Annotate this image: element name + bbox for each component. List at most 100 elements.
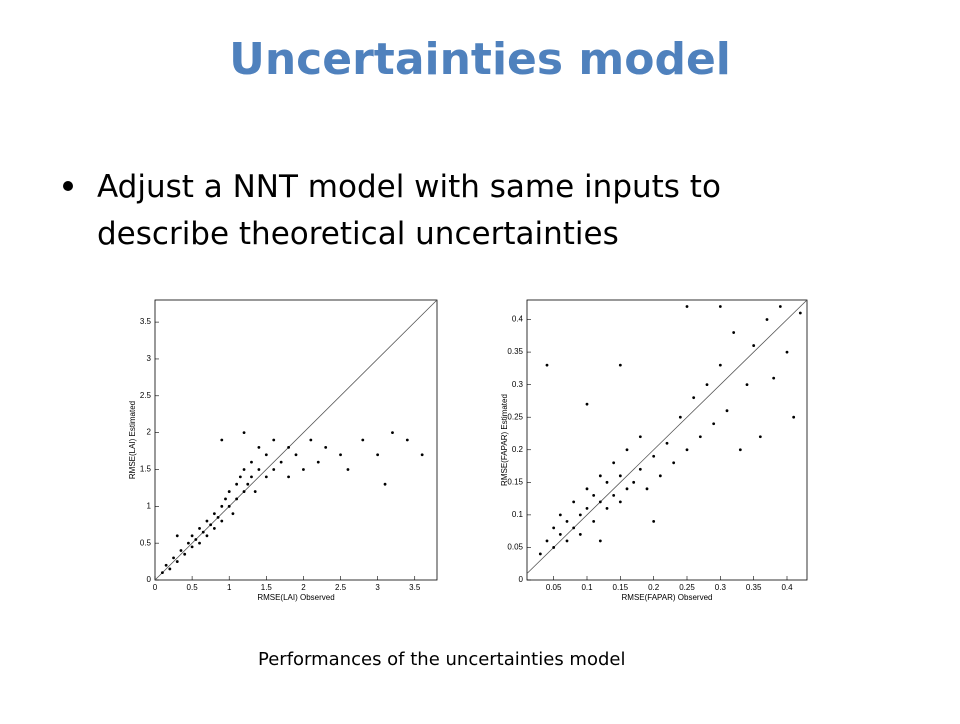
point xyxy=(257,468,261,471)
point xyxy=(558,533,562,536)
y-tick-label: 2 xyxy=(147,428,152,437)
point xyxy=(752,344,756,347)
point xyxy=(718,363,722,367)
point xyxy=(175,534,179,538)
point xyxy=(205,519,209,523)
point xyxy=(698,435,702,439)
point xyxy=(638,435,642,439)
point xyxy=(287,475,290,479)
bullet-dot xyxy=(63,181,73,191)
point xyxy=(585,402,589,406)
point xyxy=(231,512,235,516)
point xyxy=(164,563,168,567)
point xyxy=(253,490,257,493)
x-tick-label: 0.15 xyxy=(613,583,629,592)
y-tick-label: 0.4 xyxy=(512,315,524,324)
point xyxy=(227,490,231,493)
y-tick-label: 0.1 xyxy=(512,510,524,519)
point xyxy=(242,468,246,471)
point xyxy=(224,497,227,501)
point xyxy=(692,396,696,400)
point xyxy=(725,409,729,413)
point xyxy=(324,445,328,449)
point xyxy=(632,480,636,484)
y-tick-label: 0.5 xyxy=(140,538,152,547)
y-tick-label: 0 xyxy=(147,575,152,584)
x-tick-label: 2 xyxy=(301,583,306,592)
point xyxy=(612,493,616,497)
point xyxy=(209,523,213,527)
one-to-one-line xyxy=(154,299,438,581)
point xyxy=(287,445,290,449)
point xyxy=(605,480,609,484)
point xyxy=(625,487,629,491)
x-tick-label: 0.3 xyxy=(715,583,727,592)
point xyxy=(652,519,656,523)
point xyxy=(190,545,194,549)
point xyxy=(383,482,387,486)
point xyxy=(183,552,187,556)
point xyxy=(798,311,802,315)
x-tick-label: 3.5 xyxy=(409,583,421,592)
point xyxy=(272,438,276,442)
x-axis-label: RMSE(FAPAR) Observed xyxy=(622,593,713,602)
point xyxy=(592,519,596,523)
point xyxy=(672,461,676,465)
point xyxy=(598,539,602,543)
point xyxy=(572,500,576,504)
point xyxy=(552,546,556,549)
point xyxy=(264,475,268,479)
point xyxy=(772,376,776,380)
point xyxy=(792,415,796,419)
y-tick-label: 0 xyxy=(519,575,524,584)
point xyxy=(685,448,689,452)
y-tick-label: 0.15 xyxy=(507,477,523,486)
point xyxy=(785,350,789,354)
point xyxy=(238,475,242,479)
point xyxy=(658,474,662,478)
point xyxy=(246,482,250,486)
y-axis-label: RMSE(FAPAR) Estimated xyxy=(500,394,509,486)
point xyxy=(718,305,722,308)
point xyxy=(212,527,216,530)
point xyxy=(264,453,268,457)
y-tick-label: 1 xyxy=(147,501,152,510)
point xyxy=(712,422,716,426)
x-tick-label: 0.1 xyxy=(581,583,593,592)
y-tick-label: 0.25 xyxy=(507,412,523,421)
point xyxy=(765,318,769,321)
x-tick-label: 0.25 xyxy=(679,583,695,592)
chart: 0.05 0.1 0.15 0.2 0.25 0.3 0.35 0.4 0 0.05 0.1 0.15… xyxy=(500,299,808,602)
y-tick-label: 0.2 xyxy=(512,445,524,454)
point xyxy=(220,438,224,442)
x-tick-label: 0.5 xyxy=(187,583,199,592)
point xyxy=(161,571,164,575)
point xyxy=(565,539,569,543)
point xyxy=(618,474,622,478)
point xyxy=(250,460,253,464)
point xyxy=(242,431,246,435)
point xyxy=(179,549,183,552)
point xyxy=(235,497,239,501)
point xyxy=(272,468,276,471)
bullet-line: Adjust a NNT model with same inputs to de… xyxy=(97,169,721,252)
point xyxy=(190,534,194,538)
point xyxy=(598,474,602,478)
point xyxy=(585,506,589,510)
x-tick-label: 3 xyxy=(375,583,380,592)
point xyxy=(585,487,589,491)
point xyxy=(205,534,209,538)
point xyxy=(565,519,569,523)
point xyxy=(745,383,749,387)
point xyxy=(220,504,224,508)
x-tick-label: 0.35 xyxy=(746,583,762,592)
point xyxy=(346,468,350,471)
point xyxy=(558,513,562,517)
point xyxy=(250,475,253,479)
point xyxy=(235,482,239,486)
point xyxy=(175,560,179,563)
point xyxy=(376,453,380,457)
point xyxy=(194,538,198,541)
